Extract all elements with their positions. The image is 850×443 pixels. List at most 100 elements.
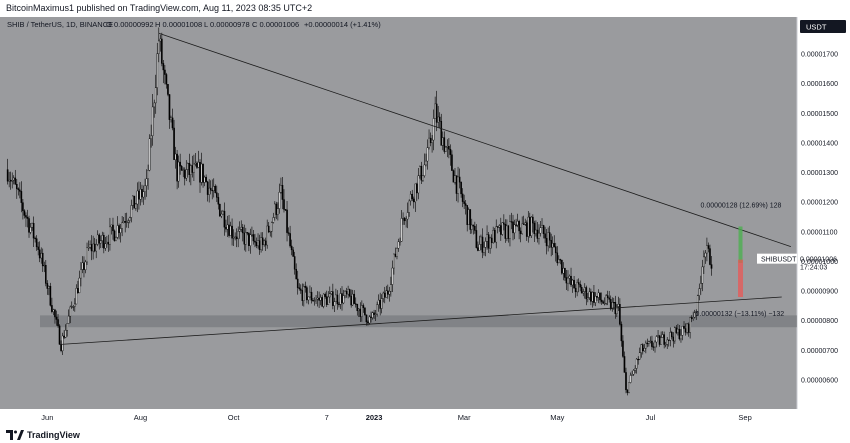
candle-body bbox=[570, 275, 572, 286]
candle-body bbox=[191, 165, 194, 173]
candle-body bbox=[130, 205, 133, 218]
candle-body bbox=[452, 170, 455, 183]
candle-body bbox=[223, 210, 226, 228]
symbol-line: SHIB / TetherUS, 1D, BINANCE bbox=[7, 20, 113, 29]
candle-body bbox=[342, 295, 345, 304]
candle-body bbox=[707, 245, 710, 249]
candles-group bbox=[6, 27, 713, 396]
price-tick-label: 0.00001500 bbox=[801, 111, 838, 118]
candle-body bbox=[525, 222, 528, 237]
candle-body bbox=[251, 234, 253, 236]
candle-body bbox=[245, 232, 247, 245]
trendline bbox=[158, 32, 792, 248]
candle-body bbox=[605, 295, 607, 304]
candle-body bbox=[141, 189, 143, 198]
candle-body bbox=[464, 203, 467, 206]
candle-body bbox=[92, 243, 94, 252]
candle-body bbox=[390, 284, 392, 292]
candle-body bbox=[587, 297, 589, 300]
candle-body bbox=[283, 199, 285, 210]
candle-body bbox=[383, 292, 386, 298]
candle-body bbox=[365, 314, 368, 323]
candle-body bbox=[257, 240, 259, 247]
candle-body bbox=[467, 209, 470, 225]
candle-body bbox=[466, 205, 469, 225]
candle-body bbox=[359, 308, 362, 317]
candle-body bbox=[361, 305, 363, 317]
candle-body bbox=[582, 291, 585, 294]
price-chart[interactable]: SHIB / TetherUS, 1D, BINANCE O 0.0000099… bbox=[0, 17, 850, 426]
candle-body bbox=[84, 261, 87, 271]
candle-body bbox=[11, 179, 14, 182]
candle-body bbox=[344, 291, 346, 296]
candle-body bbox=[232, 237, 235, 239]
candle-body bbox=[341, 293, 343, 304]
candle-body bbox=[52, 309, 55, 312]
candle-body bbox=[643, 348, 646, 352]
candle-body bbox=[281, 185, 284, 200]
time-tick-label: 7 bbox=[325, 413, 329, 422]
candle-body bbox=[645, 342, 647, 349]
candle-body bbox=[43, 264, 46, 267]
candle-body bbox=[28, 218, 30, 233]
currency-button[interactable]: USDT bbox=[800, 20, 846, 33]
candle-body bbox=[96, 234, 99, 245]
candle-body bbox=[597, 292, 600, 298]
candle-body bbox=[148, 138, 151, 171]
candle-body bbox=[588, 291, 591, 298]
candle-body bbox=[176, 153, 178, 182]
candle-body bbox=[394, 253, 397, 257]
candle-body bbox=[411, 193, 414, 200]
candle-body bbox=[425, 160, 427, 166]
chart-container[interactable]: SHIB / TetherUS, 1D, BINANCE O 0.0000099… bbox=[0, 17, 850, 426]
candle-body bbox=[339, 293, 342, 305]
time-tick-label: Jul bbox=[646, 413, 656, 422]
candle-body bbox=[139, 189, 142, 200]
candle-body bbox=[333, 301, 336, 306]
candle-body bbox=[657, 335, 659, 337]
candle-body bbox=[591, 292, 594, 302]
candle-body bbox=[634, 368, 636, 371]
candle-body bbox=[541, 225, 543, 228]
candle-body bbox=[312, 300, 314, 302]
candle-body bbox=[446, 146, 449, 148]
ohlc-c-value: 0.00001006 bbox=[260, 20, 300, 29]
time-tick-label: Oct bbox=[228, 413, 241, 422]
candle-body bbox=[564, 268, 566, 278]
candle-body bbox=[165, 74, 168, 85]
candle-body bbox=[377, 299, 380, 305]
candle-body bbox=[330, 291, 333, 294]
candle-body bbox=[663, 334, 665, 345]
price-tick-label: 0.00000700 bbox=[801, 348, 838, 355]
candle-body bbox=[374, 313, 377, 315]
candle-body bbox=[573, 279, 575, 289]
ohlc-h-value: 0.00001008 bbox=[163, 20, 203, 29]
candle-body bbox=[25, 215, 27, 218]
candle-body bbox=[318, 297, 320, 301]
candle-body bbox=[89, 244, 91, 248]
candle-body bbox=[202, 163, 204, 183]
candle-body bbox=[533, 222, 536, 235]
candle-body bbox=[87, 247, 90, 249]
price-axis-background bbox=[797, 17, 850, 409]
candle-body bbox=[504, 224, 507, 239]
candle-body bbox=[327, 296, 330, 305]
candle-body bbox=[499, 225, 502, 235]
candle-body bbox=[332, 291, 334, 306]
candle-body bbox=[270, 222, 273, 232]
candle-body bbox=[445, 146, 447, 152]
candle-body bbox=[417, 175, 420, 194]
candle-body bbox=[449, 148, 452, 155]
candle-body bbox=[110, 224, 113, 228]
candle-body bbox=[672, 336, 675, 342]
candle-body bbox=[72, 306, 75, 308]
candle-body bbox=[429, 137, 432, 144]
candle-body bbox=[521, 223, 523, 234]
candle-body bbox=[478, 244, 481, 251]
candle-body bbox=[193, 163, 195, 173]
candle-body bbox=[370, 316, 372, 318]
candle-body bbox=[156, 53, 159, 88]
candle-body bbox=[243, 232, 246, 245]
candle-body bbox=[177, 161, 180, 182]
candle-body bbox=[640, 344, 643, 353]
